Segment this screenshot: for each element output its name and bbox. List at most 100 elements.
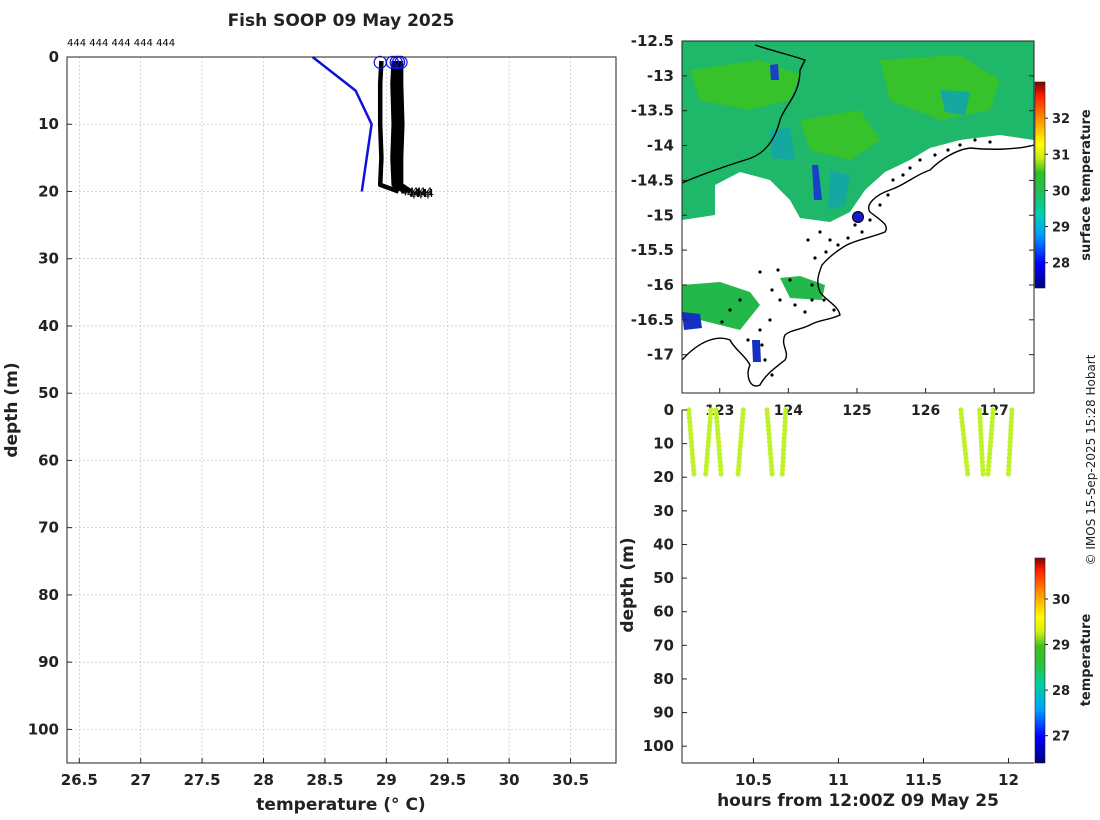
section-point	[1009, 407, 1015, 413]
reef-dot	[868, 218, 872, 222]
section-point	[740, 415, 746, 421]
temperature-colorbar-tick-label: 29	[1052, 639, 1070, 654]
profile-ytick-label: 10	[38, 115, 59, 133]
profile-ytick-label: 70	[38, 519, 59, 537]
reef-dot	[810, 298, 814, 302]
reef-dot	[758, 270, 762, 274]
section-point	[703, 467, 709, 473]
section-point	[708, 407, 714, 413]
section-point	[959, 419, 965, 425]
section-point	[738, 435, 744, 441]
section-point	[717, 459, 723, 465]
section-point	[704, 455, 710, 461]
map-ytick-label: -16	[647, 276, 674, 294]
section-point	[687, 419, 693, 425]
section-point	[768, 455, 774, 461]
section-point	[715, 435, 721, 441]
section-point	[781, 431, 788, 437]
section-point	[767, 451, 774, 457]
sst-colorbar	[1034, 81, 1046, 289]
reef-dot	[768, 318, 772, 322]
section-point	[1008, 419, 1014, 425]
reef-dot	[788, 278, 792, 282]
map-ytick-label: -16.5	[631, 311, 674, 329]
cast-end-label: 444	[413, 187, 434, 200]
section-point	[735, 471, 741, 477]
section-ytick-label: 50	[653, 569, 674, 587]
section-point	[704, 451, 711, 457]
section-point	[713, 411, 719, 417]
section-point	[964, 467, 970, 473]
section-point	[961, 435, 967, 441]
surface-marker	[394, 55, 408, 69]
reef-dot	[901, 173, 905, 177]
section-point	[704, 459, 710, 465]
section-point	[978, 431, 984, 437]
section-point	[962, 447, 968, 453]
section-point	[718, 467, 724, 473]
profile-ytick-label: 20	[38, 182, 59, 200]
section-point	[979, 447, 985, 453]
section-point	[737, 443, 743, 449]
section-ytick-label: 20	[653, 468, 674, 486]
section-point	[964, 463, 970, 469]
section-point	[690, 463, 696, 469]
section-point	[739, 427, 745, 433]
section-point	[1007, 447, 1013, 453]
section-point	[978, 443, 985, 449]
reef-dot	[803, 310, 807, 314]
section-point	[691, 471, 697, 477]
section-point	[779, 467, 786, 473]
section-point	[979, 459, 985, 465]
model-profile-line	[311, 56, 373, 192]
section-point	[690, 459, 696, 465]
section-point	[782, 415, 788, 421]
section-point	[989, 419, 995, 425]
section-point	[735, 467, 742, 473]
section-point	[965, 471, 971, 477]
map-xtick-label: 125	[842, 403, 871, 419]
section-point	[686, 415, 693, 421]
profile-panel: Fish SOOP 09 May 2025 444 444 444 444 44…	[2, 11, 617, 815]
section-point	[690, 455, 696, 461]
section-point	[979, 451, 985, 457]
section-point	[714, 419, 720, 425]
section-ytick-label: 60	[653, 603, 674, 621]
section-point	[960, 423, 966, 429]
section-point	[764, 411, 770, 417]
section-ytick-label: 100	[643, 737, 674, 755]
section-panel: 0 10 20 30 40 50 60 70 80 90 100 10.5 11 11.5 12 hours…	[618, 401, 1094, 811]
section-point	[980, 471, 986, 477]
section-point	[737, 447, 743, 453]
section-point	[688, 431, 694, 437]
section-point	[989, 423, 995, 429]
profile-title: Fish SOOP 09 May 2025	[228, 11, 455, 31]
section-point	[765, 419, 771, 425]
profile-xtick-label: 29.5	[429, 771, 466, 789]
section-point	[1007, 451, 1013, 457]
section-point	[716, 439, 722, 445]
section-point	[977, 423, 984, 429]
section-point	[958, 411, 964, 417]
section-ytick-label: 10	[653, 435, 674, 453]
section-point	[978, 439, 984, 445]
section-point	[687, 427, 694, 433]
section-point	[766, 435, 772, 441]
section-point	[958, 407, 964, 413]
reef-dot	[763, 358, 767, 362]
section-point	[962, 443, 968, 449]
section-point	[980, 467, 986, 473]
map-ytick-label: -15	[647, 206, 674, 224]
section-point	[738, 439, 744, 445]
section-ytick-label: 0	[664, 401, 674, 419]
section-point	[978, 427, 984, 433]
reef-dot	[933, 153, 937, 157]
map-ytick-label: -13	[647, 67, 674, 85]
section-point	[737, 451, 743, 457]
section-point	[689, 443, 695, 449]
section-point	[706, 427, 712, 433]
section-point	[714, 415, 720, 421]
section-point	[779, 471, 785, 477]
section-point	[715, 427, 721, 433]
